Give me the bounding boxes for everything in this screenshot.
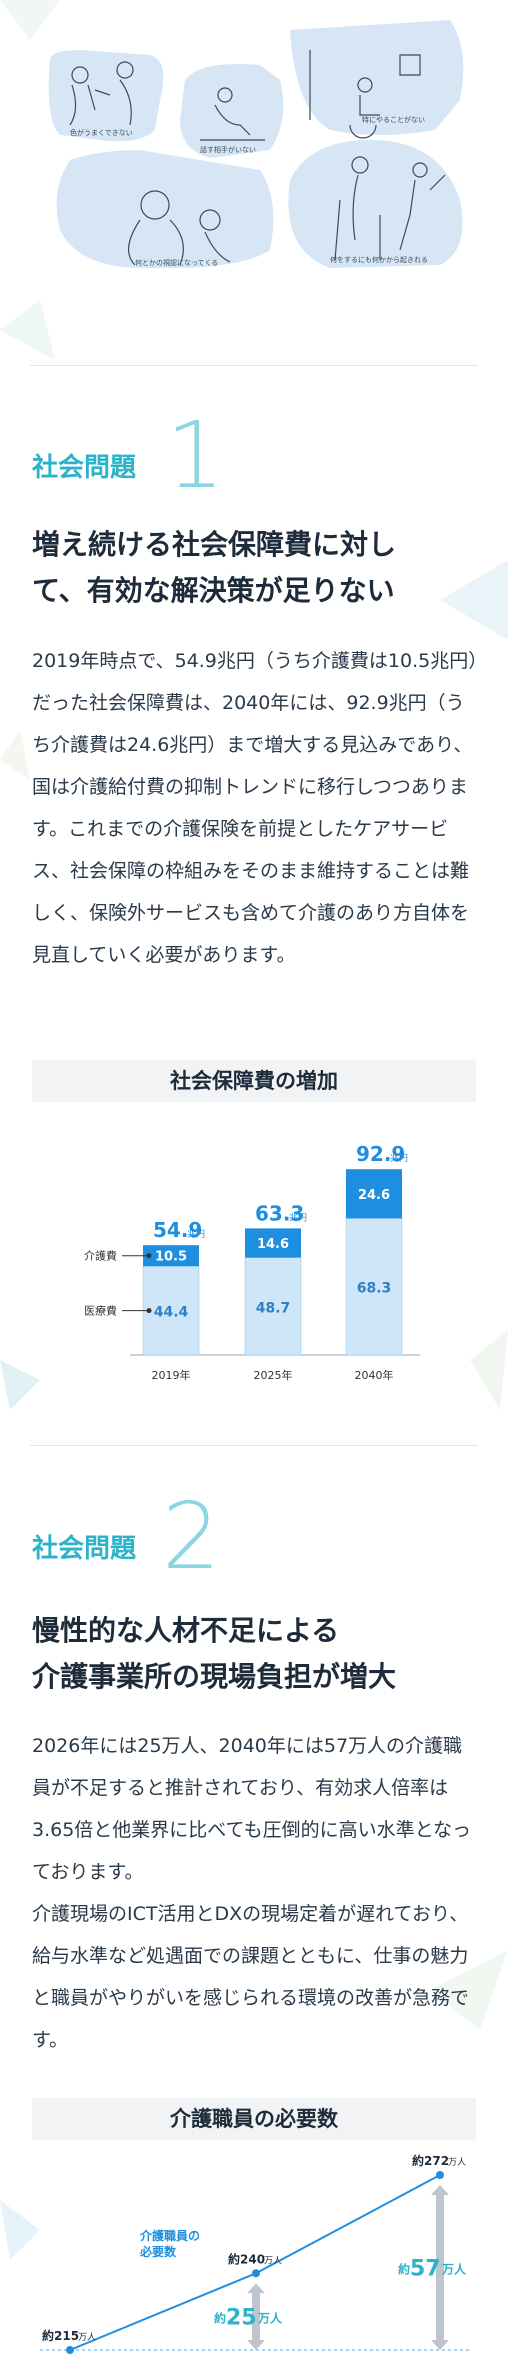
illustration-blob-2 [180,64,284,158]
x-tick-2: 2040年 [355,1368,394,1382]
x-tick-1: 2025年 [254,1368,293,1382]
gap-value-0: 25 [226,2306,257,2331]
illustration-blob-3 [290,20,464,135]
workers-point-2 [436,2171,444,2180]
gap-arrow-head-bottom-0 [247,2340,265,2350]
bar-total-unit-0: 兆円 [187,1229,205,1240]
bar-care-1 [245,1228,301,1258]
bar-medical-label-2: 68.3 [357,1281,392,1297]
section-divider-2 [30,1445,478,1446]
workers-point-unit-2: 万人 [448,2157,466,2168]
illustration-blob-1 [48,50,164,142]
gap-arrow-head-top-0 [247,2283,265,2294]
gap-arrow-head-bottom-1 [431,2340,449,2350]
gap-prefix-0: 約 [214,2311,226,2326]
illustration-blob-5 [288,140,463,268]
bar-medical-label-1: 48.7 [256,1300,291,1316]
problem-label-2: 社会問題 [32,1534,137,1564]
legend-care: 介護費 [84,1249,117,1263]
bar-care-label-1: 14.6 [257,1237,289,1252]
workers-point-1 [252,2269,260,2278]
bar-care-label-0: 10.5 [155,1250,187,1265]
problem-body-2: 2026年には25万人、2040年には57万人の介護職員が不足すると推計されてお… [32,1725,478,2061]
problem-title-2-line-2: 介護事業所の現場負担が増大 [32,1660,397,1693]
bar-medical-0 [142,1265,200,1356]
bar-care-2 [346,1169,402,1219]
chart-title-care-workers: 介護職員の必要数 [32,2098,476,2140]
chart-title-social-security: 社会保障費の増加 [32,1060,476,1102]
workers-annotation-line-1: 介護職員の [139,2228,200,2243]
hero-illustration: 色がうまくできない 話す相手がいない 特にやることがない 何とかの視認になってく… [48,20,464,269]
workers-point-label-1: 約240 [228,2251,265,2266]
legend-care-dot [146,1253,152,1259]
illustration-caption-3: 特にやることがない [362,115,425,124]
workers-point-unit-0: 万人 [78,2332,96,2343]
problem-title-2-line-1: 慢性的な人材不足による [32,1614,340,1647]
bar-care-0 [143,1245,199,1267]
workers-point-0 [66,2346,74,2354]
bar-medical-1 [244,1257,302,1356]
bar-medical-2 [345,1218,403,1356]
bar-total-label-1: 63.3 [255,1201,304,1225]
problem-number-2: 2 [162,1483,221,1590]
problem-body-2-paragraph-2: 介護現場のICT活用とDXの現場定着が遅れており、給与水準など処遇面での課題とと… [32,1903,470,2051]
problem-number-1: 1 [166,402,225,509]
workers-point-label-2: 約272 [412,2153,449,2168]
workers-annotation-line-2: 必要数 [139,2244,177,2259]
problem-title-1-line-2: て、有効な解決策が足りない [32,574,395,607]
bar-total-label-2: 92.9 [356,1142,405,1166]
problem-body-1-text: 2019年時点で、54.9兆円（うち介護費は10.5兆円）だった社会保障費は、2… [32,650,478,966]
bar-medical-label-0: 44.4 [154,1305,189,1321]
bar-care-label-2: 24.6 [358,1188,390,1203]
bar-total-unit-1: 兆円 [289,1212,307,1223]
workers-point-label-0: 約215 [42,2328,79,2343]
illustration-caption-5: 何をするにも何かから起きれる [330,255,428,264]
problem-body-2-paragraph-1: 2026年には25万人、2040年には57万人の介護職員が不足すると推計されてお… [32,1735,472,1883]
bar-total-label-0: 54.9 [153,1218,202,1242]
x-tick-0: 2019年 [152,1368,191,1382]
legend-medical-dot [146,1308,152,1314]
legend-medical: 医療費 [84,1304,117,1318]
illustration-blob-4 [56,150,274,269]
gap-prefix-1: 約 [398,2262,410,2277]
social-security-chart: 44.410.554.9兆円2019年48.714.663.3兆円2025年68… [84,1142,420,1382]
illustration-caption-2: 話す相手がいない [200,145,256,154]
problem-title-1-line-1: 増え続ける社会保障費に対し [32,528,397,561]
problem-body-1: 2019年時点で、54.9兆円（うち介護費は10.5兆円）だった社会保障費は、2… [32,640,478,976]
bar-total-unit-2: 兆円 [390,1153,408,1164]
problem-title-2: 慢性的な人材不足による 介護事業所の現場負担が増大 [32,1608,472,1700]
illustration-caption-1: 色がうまくできない [70,128,133,137]
problem-title-1: 増え続ける社会保障費に対し て、有効な解決策が足りない [32,522,472,614]
problem-label-1: 社会問題 [32,453,137,483]
gap-unit-0: 万人 [257,2311,283,2326]
gap-arrow-head-top-1 [431,2185,449,2196]
workers-point-unit-1: 万人 [264,2255,282,2266]
gap-unit-1: 万人 [441,2262,467,2277]
illustration-caption-4: 何とかの視認になってくる [135,258,218,267]
gap-value-1: 57 [410,2257,441,2282]
section-divider [30,365,478,366]
